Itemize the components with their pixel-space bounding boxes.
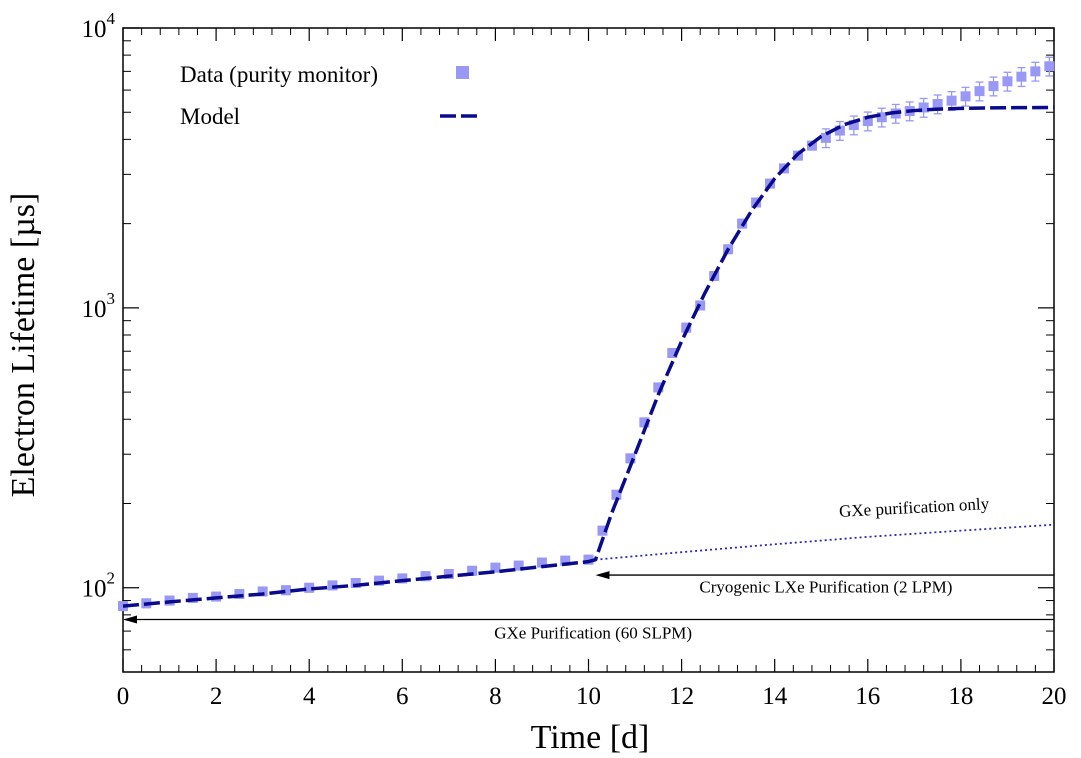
data-marker <box>1016 71 1027 82</box>
data-point <box>918 97 929 118</box>
arrow-head <box>123 615 137 624</box>
legend-label-model: Model <box>180 104 240 129</box>
data-point <box>876 107 887 128</box>
data-marker <box>667 347 678 358</box>
data-point <box>862 111 873 132</box>
data-marker <box>397 573 408 584</box>
data-marker <box>304 582 315 593</box>
data-point <box>960 86 971 107</box>
data-marker <box>536 557 547 568</box>
y-tick-label: 104 <box>82 9 116 43</box>
data-marker <box>974 86 985 97</box>
x-tick-label: 6 <box>396 683 409 710</box>
data-marker <box>876 112 887 123</box>
annotation-arrows <box>123 571 1054 624</box>
data-point <box>280 585 291 596</box>
series-gxe-only <box>595 523 1055 561</box>
data-marker <box>960 91 971 102</box>
data-point <box>597 525 608 536</box>
data-marker <box>350 577 361 588</box>
data-marker <box>327 580 338 591</box>
data-marker <box>597 525 608 536</box>
x-tick-label: 8 <box>489 683 502 710</box>
data-marker <box>560 555 571 566</box>
data-marker <box>625 453 636 464</box>
series-model <box>122 105 1055 608</box>
data-point <box>667 347 678 358</box>
x-tick-label: 18 <box>948 683 973 710</box>
data-marker <box>583 554 594 565</box>
y-tick-label: 102 <box>82 569 116 603</box>
annotation-gxe-purification: GXe Purification (60 SLPM) <box>494 623 692 642</box>
data-marker <box>513 560 524 571</box>
arrow-head <box>595 571 610 580</box>
legend: Data (purity monitor) Model <box>180 62 482 129</box>
data-marker <box>1002 76 1013 87</box>
data-marker <box>374 575 385 586</box>
data-marker <box>639 417 650 428</box>
data-marker <box>234 588 245 599</box>
legend-label-data: Data (purity monitor) <box>180 62 378 87</box>
x-tick-label: 2 <box>210 683 223 710</box>
data-marker <box>848 120 859 131</box>
data-marker <box>280 585 291 596</box>
data-marker <box>1044 61 1055 72</box>
data-point <box>988 76 999 97</box>
x-axis-title: Time [d] <box>531 719 650 756</box>
data-point <box>1030 61 1041 82</box>
data-marker <box>918 102 929 113</box>
x-tick-label: 14 <box>762 683 788 710</box>
data-marker <box>187 592 198 603</box>
data-marker <box>443 568 454 579</box>
data-marker <box>988 81 999 92</box>
data-marker <box>611 489 622 500</box>
data-marker <box>467 565 478 576</box>
data-marker <box>834 125 845 136</box>
x-tick-label: 12 <box>669 683 694 710</box>
data-marker <box>420 571 431 582</box>
axis-ticks: 0 2 4 6 8 10 12 14 16 18 20 102 103 104 <box>82 9 1067 710</box>
x-tick-label: 0 <box>117 683 130 710</box>
data-marker <box>490 562 501 573</box>
data-marker <box>653 382 664 393</box>
data-point <box>304 582 315 593</box>
data-point <box>848 115 859 136</box>
x-tick-label: 16 <box>855 683 880 710</box>
data-marker <box>806 140 817 151</box>
data-marker <box>820 132 831 143</box>
data-point <box>834 120 845 141</box>
series-gxe-only-line <box>595 523 1055 561</box>
model-line <box>122 105 1055 608</box>
y-axis-title: Electron Lifetime [µs] <box>5 193 42 498</box>
x-tick-label: 10 <box>576 683 601 710</box>
data-marker <box>862 116 873 127</box>
data-point <box>1044 56 1055 77</box>
y-tick-label: 103 <box>82 289 116 323</box>
legend-marker-data <box>456 66 469 79</box>
x-tick-label: 20 <box>1042 683 1067 710</box>
series-data-purity-monitor <box>118 56 1055 612</box>
annotation-gxe-only: GXe purification only <box>839 494 990 521</box>
data-marker <box>1030 66 1041 77</box>
data-marker <box>932 99 943 110</box>
data-point <box>1016 67 1027 88</box>
data-marker <box>946 95 957 106</box>
data-point <box>1002 71 1013 92</box>
annotation-cryogenic-purification: Cryogenic LXe Purification (2 LPM) <box>699 578 952 597</box>
data-point <box>820 128 831 149</box>
data-point <box>974 81 985 102</box>
data-marker <box>257 586 268 597</box>
x-tick-label: 4 <box>303 683 316 710</box>
